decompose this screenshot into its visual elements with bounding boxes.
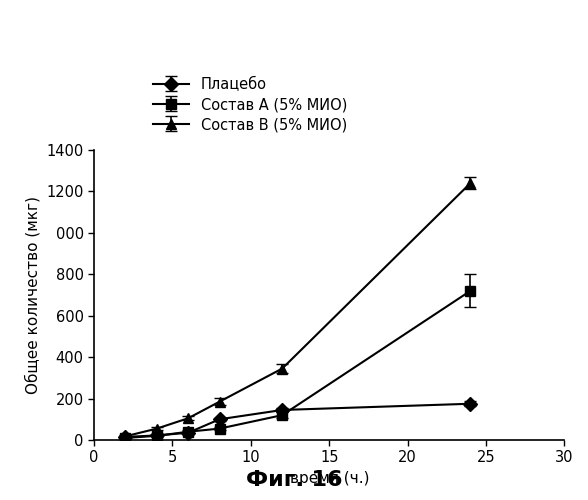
Y-axis label: Общее количество (мкг): Общее количество (мкг) <box>25 196 41 394</box>
Text: Фиг. 16: Фиг. 16 <box>246 470 342 490</box>
Legend: Плацебо, Состав А (5% МИО), Состав В (5% МИО): Плацебо, Состав А (5% МИО), Состав В (5%… <box>148 73 352 137</box>
X-axis label: время (ч.): время (ч.) <box>289 471 369 486</box>
